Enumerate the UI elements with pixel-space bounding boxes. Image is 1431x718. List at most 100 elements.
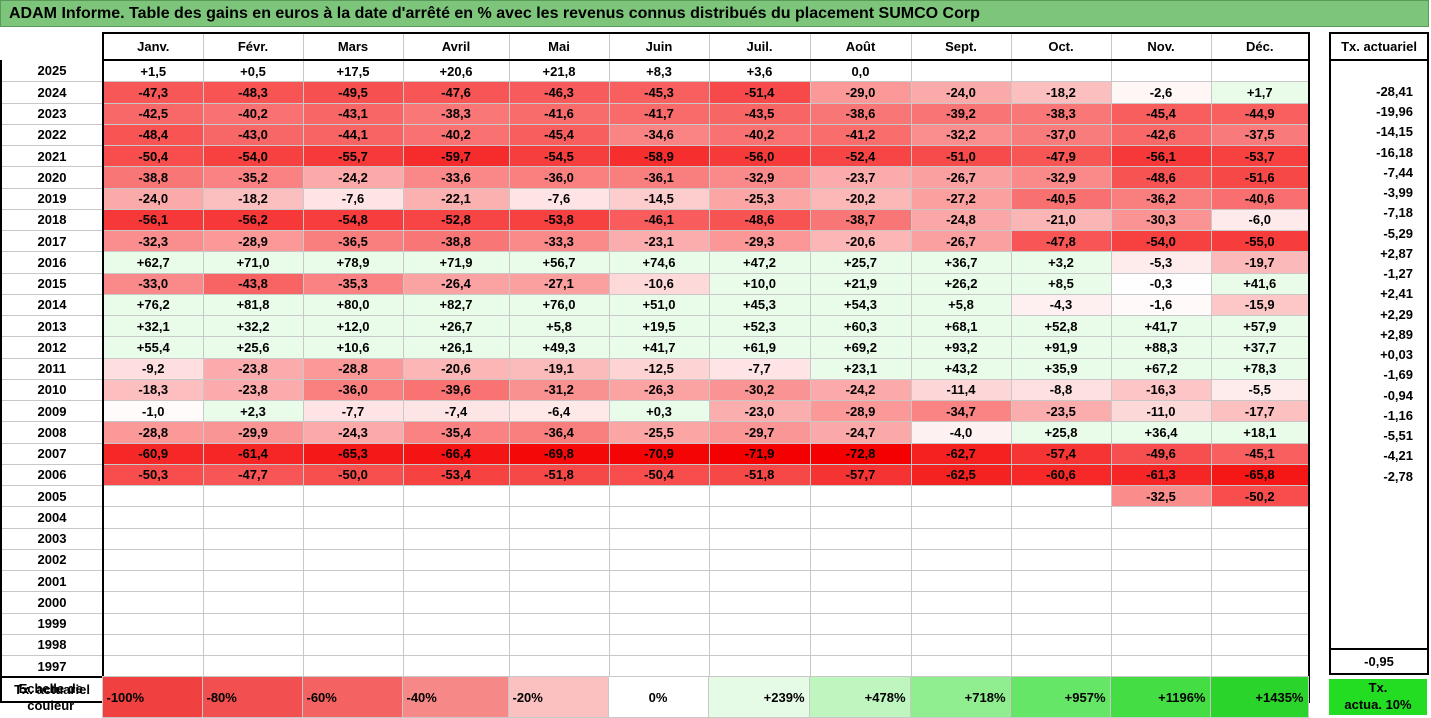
gain-cell	[1010, 633, 1112, 657]
gain-cell: -11,0	[1110, 399, 1212, 423]
actuarial-rate-column: Tx. actuariel -28,41 -19,96 -14,15 -16,18 -7…	[1329, 32, 1429, 676]
color-scale-rate-line2: actua. 10%	[1344, 697, 1412, 712]
gain-cell: +25,6	[202, 336, 304, 359]
gain-cell	[809, 612, 912, 635]
year-label: 1997	[0, 655, 104, 678]
gain-cell	[202, 633, 304, 657]
gain-cell: +56,7	[508, 251, 610, 274]
year-row: 2016 +62,7 +71,0 +78,9 +71,9 +56,7 +74,6 +47,2 +…	[0, 251, 1310, 274]
gains-table: Janv. Févr. Mars Avril Mai Juin Juil. Août Sept.…	[0, 32, 1310, 704]
gain-cell: -52,4	[809, 144, 912, 168]
gain-cell: -27,2	[910, 187, 1012, 210]
gain-cell: -53,7	[1210, 144, 1310, 168]
gain-cell	[402, 655, 510, 678]
year-row: 2022 -48,4 -43,0 -44,1 -40,2 -45,4 -34,6 -40,2-…	[0, 123, 1310, 147]
gain-cell	[708, 591, 811, 614]
gain-cell: +43,2	[910, 357, 1012, 380]
gain-cell: -17,7	[1210, 399, 1310, 423]
gain-cell: -28,9	[202, 229, 304, 253]
gain-cell: -10,6	[608, 272, 710, 295]
gain-cell	[1110, 591, 1212, 614]
gain-cell: -50,3	[102, 463, 204, 487]
year-row: 2020 -38,8 -35,2 -24,2 -33,6 -36,0 -36,1 -32,9-…	[0, 166, 1310, 189]
year-label: 2004	[0, 506, 104, 529]
gain-cell: -23,8	[202, 357, 304, 380]
gain-cell: -55,7	[302, 144, 404, 168]
gain-cell: -5,5	[1210, 378, 1310, 402]
gain-cell: +3,2	[1010, 251, 1112, 274]
gain-cell: -48,6	[1110, 166, 1212, 189]
gain-cell: +78,3	[1210, 357, 1310, 380]
gain-cell	[402, 612, 510, 635]
gain-cell	[708, 484, 811, 508]
gain-cell	[402, 506, 510, 529]
gain-cell	[809, 527, 912, 550]
gain-cell: +52,3	[708, 314, 811, 338]
gain-cell: -47,7	[202, 463, 304, 487]
gain-cell: -35,2	[202, 166, 304, 189]
gain-cell: +35,9	[1010, 357, 1112, 380]
actuarial-rate-label: Tx. actuariel	[0, 676, 104, 704]
gain-cell: +5,8	[508, 314, 610, 338]
gain-cell: -32,9	[708, 166, 811, 189]
year-label: 2002	[0, 548, 104, 572]
gain-cell	[608, 569, 710, 593]
year-label: 2019	[0, 187, 104, 210]
gain-cell: -33,3	[508, 229, 610, 253]
gain-cell	[402, 591, 510, 614]
gain-cell: -48,6	[708, 208, 811, 232]
gain-cell: -46,3	[508, 81, 610, 104]
year-label: 2016	[0, 251, 104, 274]
year-row: 2014 +76,2 +81,8 +80,0 +82,7 +76,0 +51,0 +45,3 +…	[0, 293, 1310, 317]
gain-cell	[1110, 569, 1212, 593]
year-row: 2021 -50,4 -54,0 -55,7 -59,7 -54,5 -58,9 -56,0-…	[0, 144, 1310, 168]
gain-cell: +51,0	[608, 293, 710, 317]
actuarial-rate-value: -5,51	[1329, 425, 1429, 446]
gain-cell: -25,5	[608, 421, 710, 444]
gain-cell	[1110, 612, 1212, 635]
gain-cell: -6,0	[1210, 208, 1310, 232]
header-corner	[1, 33, 104, 60]
actuarial-rate-value	[1329, 486, 1429, 507]
gain-cell: -54,8	[302, 208, 404, 232]
gain-cell	[910, 633, 1012, 657]
year-label: 2018	[0, 208, 104, 232]
gain-cell: -47,3	[102, 81, 204, 104]
year-label: 2003	[0, 527, 104, 550]
gain-cell	[1110, 548, 1212, 572]
gain-cell	[202, 569, 304, 593]
gain-cell: -40,2	[202, 102, 304, 125]
gain-cell: -7,6	[508, 187, 610, 210]
actuarial-rate-value: +2,29	[1329, 304, 1429, 325]
gain-cell: -51,6	[1210, 166, 1310, 189]
gain-cell: -39,6	[402, 378, 510, 402]
gain-cell: -32,2	[910, 123, 1012, 147]
gain-cell: +68,1	[910, 314, 1012, 338]
gain-cell: -54,0	[1110, 229, 1212, 253]
gain-cell: -36,5	[302, 229, 404, 253]
year-row: 2006 -50,3 -47,7 -50,0 -53,4 -51,8 -50,4 -51,8-…	[0, 463, 1310, 487]
gain-cell: +47,2	[708, 251, 811, 274]
color-scale-legend: Echelle de couleur -100% -80% -60% -40% -20%…	[0, 676, 1309, 718]
gain-cell: +82,7	[402, 293, 510, 317]
gain-cell	[1010, 506, 1112, 529]
color-scale-swatch: -60%	[301, 676, 403, 718]
gain-cell: -26,7	[910, 166, 1012, 189]
gain-cell: -7,7	[708, 357, 811, 380]
actuarial-rate-value: +2,41	[1329, 283, 1429, 304]
gain-cell: +37,7	[1210, 336, 1310, 359]
gain-cell: -57,4	[1010, 442, 1112, 465]
actuarial-rate-value	[1329, 607, 1429, 628]
gain-cell: -23,7	[809, 166, 912, 189]
gain-cell: -29,0	[809, 81, 912, 104]
gain-cell: -18,2	[202, 187, 304, 210]
gain-cell	[910, 548, 1012, 572]
gain-cell: +1,5	[102, 60, 204, 83]
gain-cell: -59,7	[402, 144, 510, 168]
actuarial-rate-value	[1329, 506, 1429, 527]
gain-cell	[1210, 527, 1310, 550]
gain-cell	[1210, 548, 1310, 572]
gain-cell: +41,7	[1110, 314, 1212, 338]
gain-cell: -37,0	[1010, 123, 1112, 147]
gain-cell	[302, 484, 404, 508]
